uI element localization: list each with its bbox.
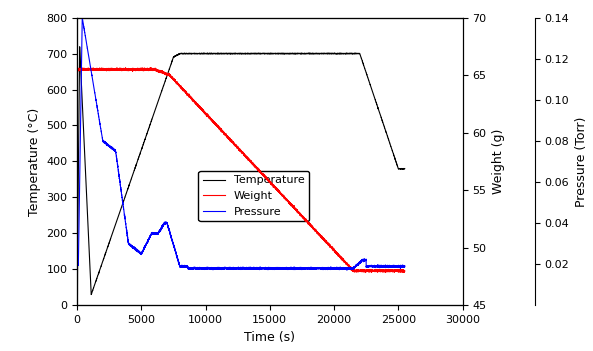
Weight	[362, 270, 369, 274]
Weight	[334, 252, 341, 256]
Temperature	[90, 286, 97, 290]
Temperature	[74, 292, 81, 297]
Legend: Temperature, Weight, Pressure: Temperature, Weight, Pressure	[198, 171, 309, 221]
Pressure	[334, 265, 341, 270]
Temperature	[76, 45, 83, 49]
Temperature	[282, 51, 289, 55]
Y-axis label: Weight (g): Weight (g)	[492, 129, 505, 194]
Weight	[282, 196, 289, 200]
Y-axis label: Pressure (Torr): Pressure (Torr)	[575, 116, 588, 207]
Weight	[267, 182, 275, 186]
Weight	[317, 233, 324, 237]
Line: Pressure: Pressure	[77, 18, 405, 270]
Pressure	[317, 266, 324, 270]
Y-axis label: Temperature (°C): Temperature (°C)	[28, 107, 41, 216]
Pressure	[343, 268, 350, 272]
Pressure	[90, 84, 97, 88]
Pressure	[267, 266, 275, 271]
Weight	[401, 269, 409, 273]
Pressure	[192, 267, 199, 271]
Line: Weight: Weight	[77, 68, 405, 272]
Weight	[192, 101, 199, 105]
Temperature	[317, 52, 324, 56]
Pressure	[401, 265, 409, 269]
X-axis label: Time (s): Time (s)	[244, 331, 295, 344]
Temperature	[192, 52, 199, 56]
Weight	[74, 67, 81, 71]
Temperature	[334, 51, 341, 55]
Line: Temperature: Temperature	[77, 47, 405, 295]
Temperature	[267, 52, 275, 56]
Pressure	[74, 263, 81, 267]
Pressure	[79, 15, 86, 20]
Temperature	[401, 166, 409, 171]
Pressure	[282, 266, 289, 270]
Weight	[148, 66, 155, 70]
Temperature	[74, 293, 81, 297]
Weight	[90, 67, 97, 71]
